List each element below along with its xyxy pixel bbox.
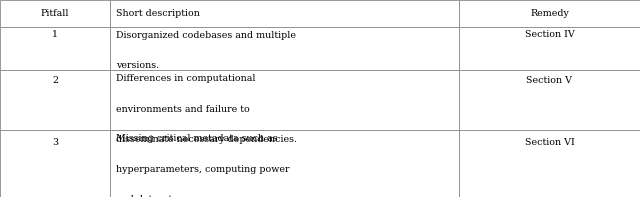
Text: Short description: Short description: [116, 9, 200, 18]
Text: Section VI: Section VI: [525, 138, 574, 147]
Bar: [110, 0, 459, 27]
Bar: [0, 0, 110, 27]
Bar: [110, 130, 459, 197]
Bar: [459, 70, 640, 130]
Text: Disorganized codebases and multiple

versions.: Disorganized codebases and multiple vers…: [116, 31, 296, 70]
Text: 2: 2: [52, 76, 58, 85]
Text: Remedy: Remedy: [530, 9, 569, 18]
Bar: [0, 70, 110, 130]
Bar: [459, 27, 640, 70]
Bar: [459, 0, 640, 27]
Text: Section V: Section V: [527, 76, 572, 85]
Bar: [0, 130, 110, 197]
Bar: [0, 27, 110, 70]
Bar: [459, 130, 640, 197]
Text: 1: 1: [52, 30, 58, 39]
Text: Differences in computational

environments and failure to

disseminate necessary: Differences in computational environment…: [116, 74, 297, 144]
Text: Section IV: Section IV: [525, 30, 574, 39]
Bar: [110, 27, 459, 70]
Text: Missing critical metadata such as

hyperparameters, computing power

and dataset: Missing critical metadata such as hyperp…: [116, 134, 289, 197]
Text: Pitfall: Pitfall: [41, 9, 69, 18]
Bar: [110, 70, 459, 130]
Text: 3: 3: [52, 138, 58, 147]
